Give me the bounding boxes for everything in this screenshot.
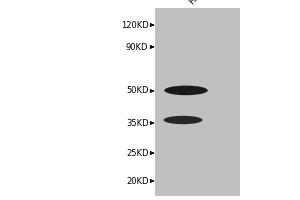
Text: Hela: Hela xyxy=(187,0,207,6)
Text: 50KD: 50KD xyxy=(126,86,148,95)
Text: 25KD: 25KD xyxy=(126,148,148,158)
Text: 35KD: 35KD xyxy=(126,118,148,128)
Ellipse shape xyxy=(164,116,202,124)
Text: 120KD: 120KD xyxy=(121,21,148,29)
Bar xyxy=(154,8,240,196)
Text: 20KD: 20KD xyxy=(126,176,148,186)
Text: 90KD: 90KD xyxy=(126,43,148,51)
Ellipse shape xyxy=(164,86,208,95)
